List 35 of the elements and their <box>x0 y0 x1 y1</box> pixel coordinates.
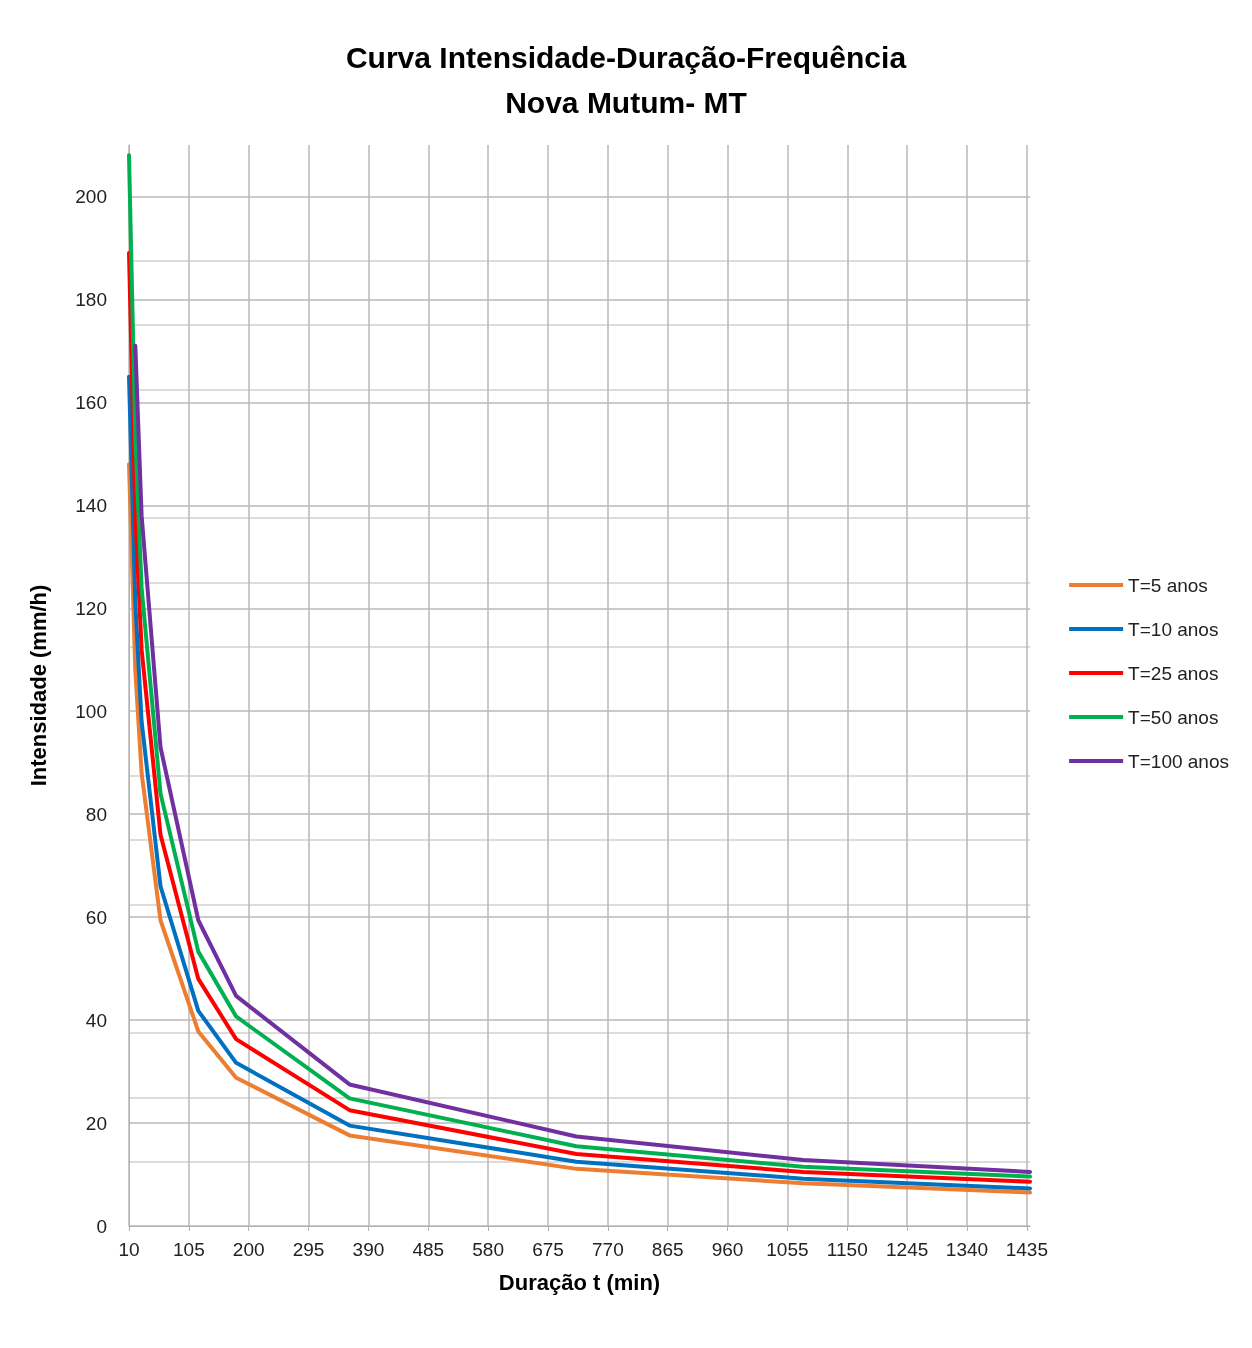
chart-title: Curva Intensidade-Duração-Frequência Nova Mutum- MT <box>345 41 907 119</box>
x-tick-label: 10 <box>118 1239 140 1260</box>
y-tick-label: 20 <box>85 1112 107 1134</box>
x-tick-label: 1435 <box>1005 1239 1048 1260</box>
x-tick-label: 200 <box>232 1239 265 1260</box>
x-tick-label: 485 <box>412 1239 445 1260</box>
x-tick-label: 960 <box>711 1239 744 1260</box>
y-tick-label: 40 <box>85 1009 107 1031</box>
x-tick-label: 1055 <box>766 1239 809 1260</box>
legend-label: T=50 anos <box>1128 706 1219 728</box>
y-tick-label: 100 <box>75 700 107 722</box>
x-tick-label: 1340 <box>945 1239 989 1260</box>
legend-label: T=25 anos <box>1128 662 1219 684</box>
y-tick-label: 0 <box>96 1215 107 1237</box>
x-tick-label: 295 <box>292 1239 325 1260</box>
x-tick-label: 770 <box>592 1239 624 1260</box>
y-tick-label: 60 <box>85 906 107 928</box>
y-tick-label: 200 <box>75 185 107 207</box>
y-axis-title: Intensidade (mm/h) <box>25 584 51 787</box>
y-tick-label: 140 <box>75 494 107 516</box>
y-tick-label: 80 <box>85 803 107 825</box>
x-tick-label: 390 <box>352 1239 385 1260</box>
x-tick-label: 675 <box>532 1239 564 1260</box>
x-tick-label: 865 <box>651 1239 684 1260</box>
x-axis-title: Duração t (min) <box>498 1269 661 1295</box>
legend-label: T=10 anos <box>1128 618 1219 640</box>
x-tick-label: 580 <box>472 1239 504 1260</box>
x-tick-label: 1245 <box>886 1239 929 1260</box>
y-tick-label: 120 <box>75 597 107 619</box>
legend-label: T=5 anos <box>1128 574 1208 596</box>
y-tick-label: 160 <box>75 391 107 413</box>
y-tick-label: 180 <box>75 288 107 310</box>
legend-label: T=100 anos <box>1128 750 1230 772</box>
x-tick-label: 1150 <box>826 1239 868 1260</box>
x-tick-label: 105 <box>173 1239 205 1260</box>
